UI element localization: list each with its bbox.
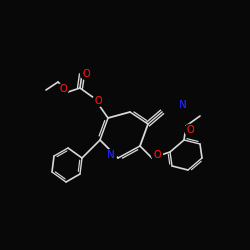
Circle shape bbox=[106, 150, 117, 160]
Text: O: O bbox=[153, 150, 161, 160]
Text: O: O bbox=[59, 84, 67, 94]
Text: N: N bbox=[107, 150, 115, 160]
Text: N: N bbox=[179, 100, 187, 110]
Text: O: O bbox=[94, 96, 102, 106]
Text: O: O bbox=[186, 125, 194, 135]
Circle shape bbox=[178, 100, 188, 110]
Text: O: O bbox=[94, 96, 102, 106]
Text: O: O bbox=[82, 69, 90, 79]
Circle shape bbox=[92, 96, 104, 106]
Text: O: O bbox=[59, 84, 67, 94]
Circle shape bbox=[80, 68, 92, 80]
Text: O: O bbox=[82, 69, 90, 79]
Text: O: O bbox=[186, 125, 194, 135]
Text: O: O bbox=[153, 150, 161, 160]
Circle shape bbox=[184, 124, 196, 136]
Text: N: N bbox=[107, 150, 115, 160]
Text: N: N bbox=[179, 100, 187, 110]
Circle shape bbox=[152, 150, 162, 160]
Circle shape bbox=[58, 84, 68, 94]
